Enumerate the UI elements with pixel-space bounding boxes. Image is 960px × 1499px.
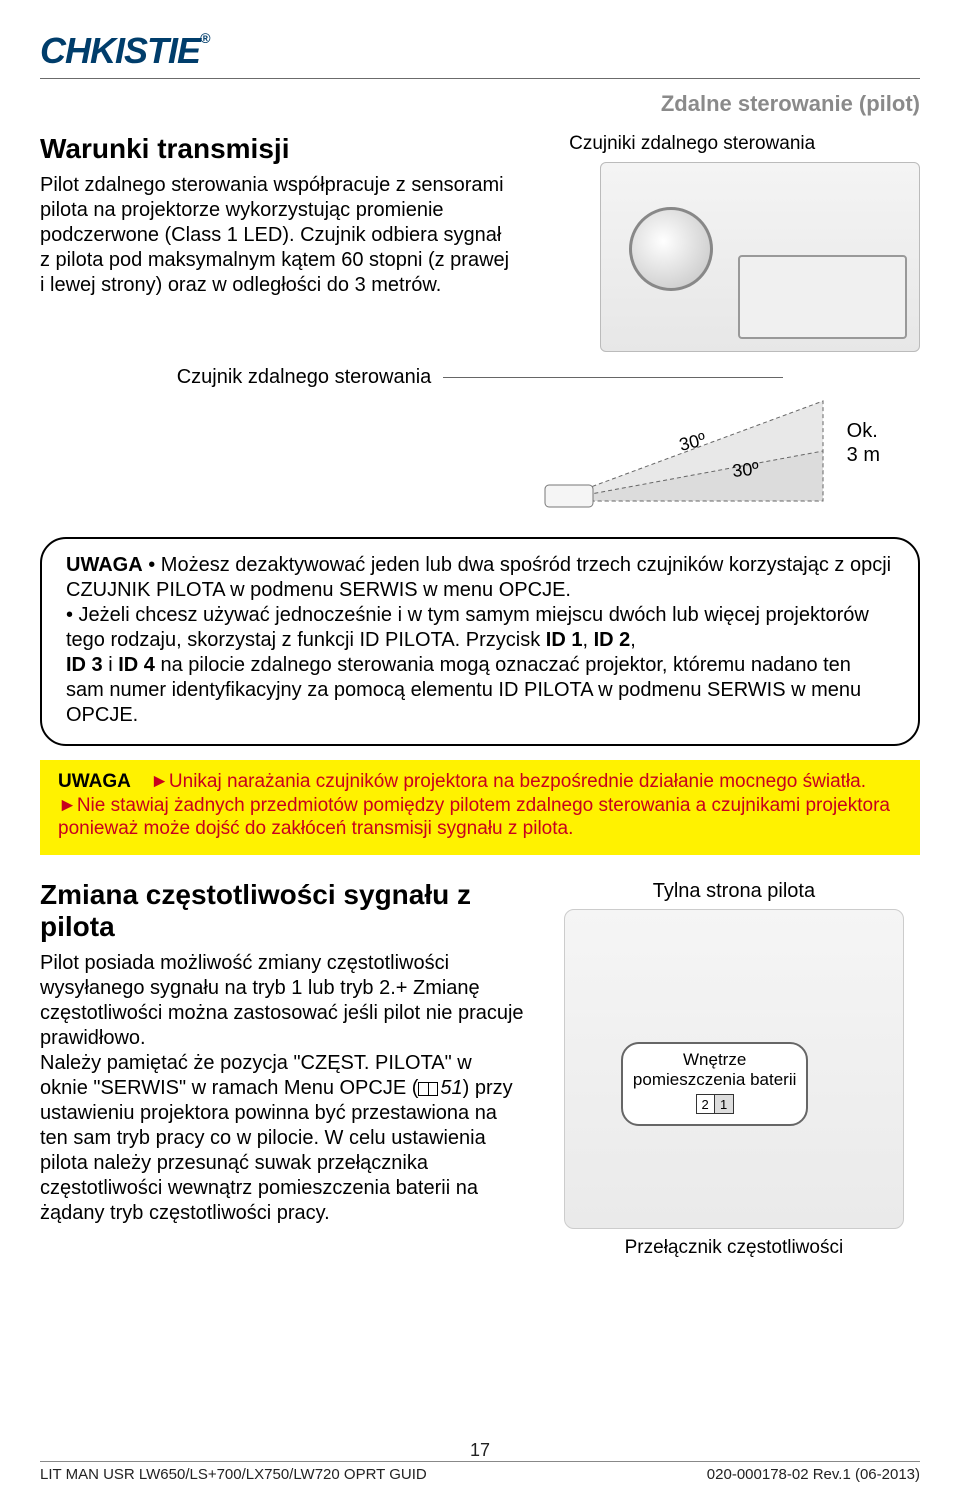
- note-body: • Możesz dezaktywować jeden lub dwa spoś…: [66, 554, 891, 651]
- section1-heading: Warunki transmisji: [40, 133, 509, 165]
- remote-rear-label: Tylna strona pilota: [653, 879, 815, 903]
- section2-para: Pilot posiada możliwość zmiany częstotli…: [40, 951, 524, 1226]
- warning-box: UWAGA ►Unikaj narażania czujników projek…: [40, 760, 920, 855]
- sensor-pointer-row: Czujnik zdalnego sterowania: [40, 366, 920, 389]
- logo: CHKISTIE®: [40, 30, 920, 72]
- page-ref: 51: [440, 1077, 462, 1099]
- footer-left: LIT MAN USR LW650/LS+700/LX750/LW720 OPR…: [40, 1466, 427, 1483]
- warn-lead: UWAGA: [58, 771, 131, 792]
- footer-right: 020-000178-02 Rev.1 (06-2013): [707, 1466, 920, 1483]
- section2-heading: Zmiana częstotliwości sygnału z pilota: [40, 879, 524, 943]
- breadcrumb: Zdalne sterowanie (pilot): [40, 91, 920, 117]
- warn-line2: Nie stawiaj żadnych przedmiotów pomiędzy…: [58, 795, 890, 840]
- projector-illustration: [600, 162, 920, 352]
- note-lead: UWAGA: [66, 554, 143, 576]
- note-tail: na pilocie zdalnego sterowania mogą ozna…: [66, 654, 861, 726]
- triangle-icon: ►: [58, 795, 77, 816]
- id4-label: ID 4: [118, 654, 155, 676]
- mid-sensor-label: Czujnik zdalnego sterowania: [177, 366, 432, 389]
- id3-label: ID 3: [66, 654, 103, 676]
- remote-rear-illustration: Wnętrze pomieszczenia baterii 2 1: [564, 909, 904, 1229]
- warn-line1: Unikaj narażania czujników projektora na…: [169, 771, 866, 792]
- switch-pos-1: 1: [715, 1095, 733, 1113]
- page-footer: 17 LIT MAN USR LW650/LS+700/LX750/LW720 …: [40, 1461, 920, 1483]
- switch-pos-2: 2: [697, 1095, 715, 1113]
- note-box: UWAGA • Możesz dezaktywować jeden lub dw…: [40, 537, 920, 746]
- sensor-label: Czujniki zdalnego sterowania: [569, 133, 815, 156]
- ok-distance-label: Ok. 3 m: [847, 419, 880, 467]
- remote-signal-figure: 30º 30º Ok. 3 m: [40, 391, 920, 511]
- id2-label: ID 2: [594, 629, 631, 651]
- switch-caption: Przełącznik częstotliwości: [625, 1237, 844, 1259]
- pointer-line: [443, 377, 783, 378]
- id1-label: ID 1: [546, 629, 583, 651]
- angle2-text: 30º: [731, 458, 760, 481]
- section1-para: Pilot zdalnego sterowania współpracuje z…: [40, 173, 509, 298]
- book-icon: [418, 1082, 438, 1096]
- battery-compartment-callout: Wnętrze pomieszczenia baterii 2 1: [621, 1042, 808, 1126]
- logo-text: CHKISTIE®: [40, 30, 209, 72]
- frequency-switch: 2 1: [696, 1094, 734, 1114]
- divider: [40, 78, 920, 79]
- triangle-icon: ►: [150, 771, 169, 792]
- page-number: 17: [470, 1440, 490, 1461]
